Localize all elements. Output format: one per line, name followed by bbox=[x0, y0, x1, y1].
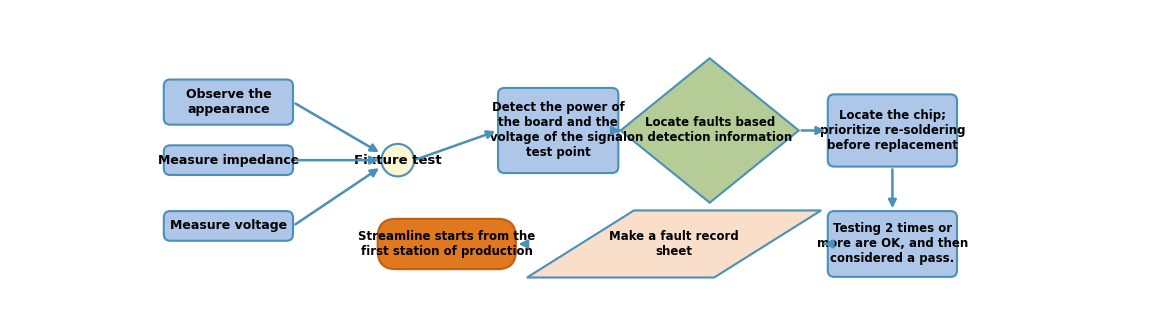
Ellipse shape bbox=[382, 144, 414, 177]
Text: Measure voltage: Measure voltage bbox=[170, 219, 288, 232]
Text: Detect the power of
the board and the
voltage of the signal
test point: Detect the power of the board and the vo… bbox=[490, 102, 627, 159]
FancyBboxPatch shape bbox=[163, 211, 293, 241]
Polygon shape bbox=[527, 210, 821, 277]
Polygon shape bbox=[621, 58, 799, 203]
FancyBboxPatch shape bbox=[828, 94, 957, 166]
FancyBboxPatch shape bbox=[377, 219, 516, 269]
Text: Testing 2 times or
more are OK, and then
considered a pass.: Testing 2 times or more are OK, and then… bbox=[816, 222, 968, 265]
Text: Streamline starts from the
first station of production: Streamline starts from the first station… bbox=[358, 230, 536, 258]
FancyBboxPatch shape bbox=[163, 79, 293, 125]
Text: Observe the
appearance: Observe the appearance bbox=[185, 88, 271, 116]
FancyBboxPatch shape bbox=[828, 211, 957, 277]
FancyBboxPatch shape bbox=[498, 88, 619, 173]
Text: Locate faults based
on detection information: Locate faults based on detection informa… bbox=[627, 117, 792, 144]
Text: Fixture test: Fixture test bbox=[354, 154, 442, 166]
Text: Measure impedance: Measure impedance bbox=[158, 154, 299, 166]
Text: Make a fault record
sheet: Make a fault record sheet bbox=[610, 230, 739, 258]
FancyBboxPatch shape bbox=[163, 145, 293, 175]
Text: Locate the chip;
prioritize re-soldering
before replacement: Locate the chip; prioritize re-soldering… bbox=[820, 109, 965, 152]
